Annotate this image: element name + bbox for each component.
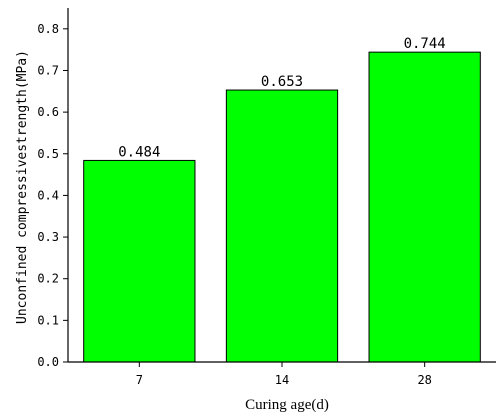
y-tick-label: 0.4 xyxy=(37,188,59,202)
x-tick-label: 14 xyxy=(275,373,289,387)
bar-value-labels: 0.484 0.653 0.744 xyxy=(118,36,445,160)
y-tick-label: 0.3 xyxy=(37,230,59,244)
bar-value-label: 0.653 xyxy=(261,74,303,90)
bar-28 xyxy=(368,51,481,363)
y-axis-title: Unconfined compressivestrength(MPa) xyxy=(15,50,30,324)
bar-value-label: 0.484 xyxy=(118,144,160,160)
y-tick-label: 0.8 xyxy=(37,22,59,36)
y-tick-label: 0.6 xyxy=(37,105,59,119)
y-tick-label: 0.5 xyxy=(37,147,59,161)
y-axis-ticks: 0.0 0.1 0.2 0.3 0.4 0.5 0.6 0.7 0.8 xyxy=(37,22,68,369)
x-axis-ticks: 7 14 28 xyxy=(136,362,432,387)
x-axis-title: Curing age(d) xyxy=(245,397,329,413)
bar-value-label: 0.744 xyxy=(404,36,446,52)
x-tick-label: 28 xyxy=(417,373,431,387)
bar-7 xyxy=(83,159,196,363)
y-tick-label: 0.1 xyxy=(37,313,59,327)
y-tick-label: 0.0 xyxy=(37,355,59,369)
y-tick-label: 0.7 xyxy=(37,63,59,77)
y-tick-label: 0.2 xyxy=(37,272,59,286)
x-tick-label: 7 xyxy=(136,373,143,387)
bars xyxy=(83,51,481,363)
bar-14 xyxy=(225,89,339,363)
